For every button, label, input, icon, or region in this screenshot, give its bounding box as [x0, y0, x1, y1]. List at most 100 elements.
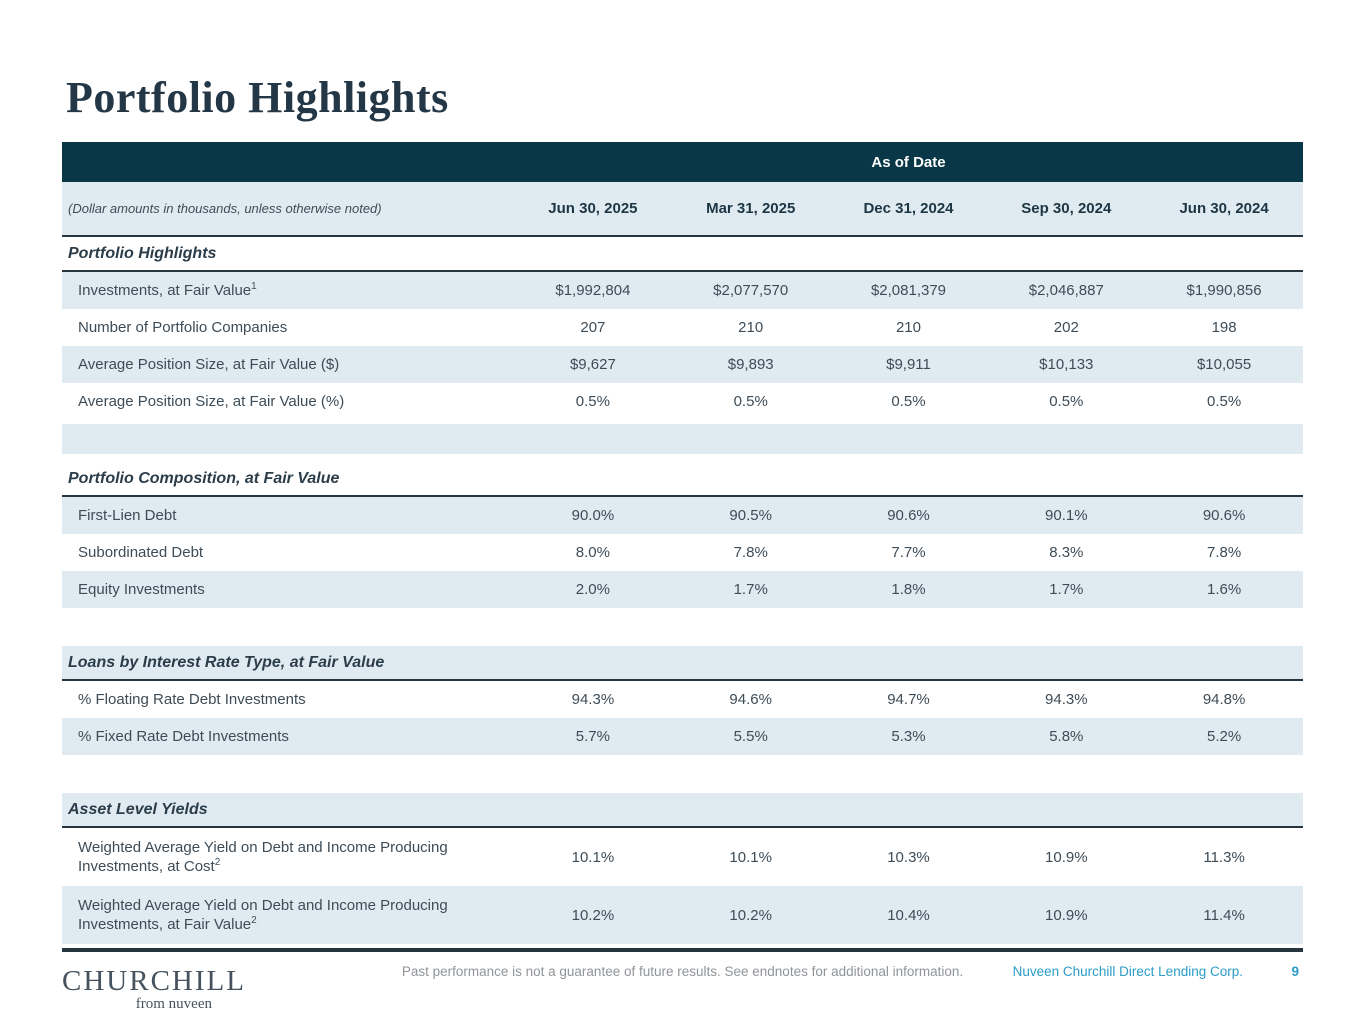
table-row: Investments, at Fair Value1 $1,992,804 $2,…	[62, 272, 1303, 309]
blank-row	[62, 424, 1303, 454]
footnote-marker: 2	[214, 856, 221, 868]
table-row: Subordinated Debt 8.0% 7.8% 7.7% 8.3% 7.8%	[62, 534, 1303, 571]
table-bottom-rule	[62, 948, 1303, 952]
row-label: Equity Investments	[78, 580, 205, 598]
cell-value: 1.6%	[1206, 581, 1242, 598]
cell-value: 7.8%	[733, 544, 768, 561]
cell-value: 0.5%	[733, 393, 768, 410]
section-header: Portfolio Highlights	[62, 237, 1303, 272]
column-header: Jun 30, 2025	[548, 200, 638, 217]
as-of-date-band: As of Date	[62, 142, 1303, 182]
cell-value: 5.8%	[1049, 728, 1084, 745]
table-row: % Fixed Rate Debt Investments 5.7% 5.5% 5.3…	[62, 718, 1303, 755]
footer-disclaimer: Past performance is not a guarantee of f…	[401, 964, 964, 979]
as-of-date-label: As of Date	[871, 153, 946, 171]
cell-value: 210	[738, 319, 764, 336]
cell-value: 94.3%	[571, 691, 615, 708]
cell-value: 5.7%	[575, 728, 610, 745]
cell-value: 1.7%	[733, 581, 768, 598]
cell-value: 90.6%	[887, 507, 930, 524]
section-header: Portfolio Composition, at Fair Value	[62, 462, 1303, 497]
cell-value: 7.7%	[891, 544, 926, 561]
cell-value: $10,055	[1196, 356, 1252, 373]
portfolio-table: As of Date (Dollar amounts in thousands,…	[62, 142, 1303, 952]
row-label: Investments, at Fair Value1	[78, 281, 257, 300]
cell-value: 8.0%	[575, 544, 610, 561]
cell-value: $1,992,804	[555, 282, 631, 299]
table-row: Weighted Average Yield on Debt and Incom…	[62, 828, 1303, 886]
row-label: Number of Portfolio Companies	[78, 318, 288, 336]
cell-value: 10.4%	[887, 906, 930, 924]
column-header: Jun 30, 2024	[1179, 200, 1269, 217]
cell-value: 0.5%	[1206, 393, 1242, 410]
cell-value: 90.1%	[1045, 507, 1088, 524]
table-row: Average Position Size, at Fair Value (%)…	[62, 383, 1303, 420]
column-header: Sep 30, 2024	[1021, 200, 1112, 217]
table-note: (Dollar amounts in thousands, unless oth…	[68, 201, 382, 216]
cell-value: 94.6%	[729, 691, 772, 708]
cell-value: $2,081,379	[870, 282, 947, 299]
cell-value: 10.2%	[571, 906, 615, 924]
table-body: Portfolio Highlights Investments, at Fair…	[62, 237, 1303, 944]
row-label: First-Lien Debt	[78, 506, 177, 524]
row-label: % Fixed Rate Debt Investments	[78, 727, 289, 745]
column-header: Mar 31, 2025	[706, 200, 796, 217]
column-header: Dec 31, 2024	[863, 200, 954, 217]
row-label: % Floating Rate Debt Investments	[78, 690, 306, 708]
table-row: % Floating Rate Debt Investments 94.3% 94.…	[62, 681, 1303, 718]
cell-value: 90.6%	[1202, 507, 1246, 524]
footer-company-name: Nuveen Churchill Direct Lending Corp.	[1012, 964, 1243, 979]
cell-value: 94.8%	[1202, 691, 1246, 708]
cell-value: $2,077,570	[713, 282, 789, 299]
cell-value: 8.3%	[1049, 544, 1084, 561]
footnote-marker: 2	[251, 914, 257, 926]
row-label: Subordinated Debt	[78, 543, 204, 561]
cell-value: 10.1%	[571, 848, 615, 866]
cell-value: 90.0%	[571, 507, 615, 524]
cell-value: 11.4%	[1203, 906, 1245, 924]
section-header: Loans by Interest Rate Type, at Fair Val…	[62, 646, 1303, 681]
row-label: Weighted Average Yield on Debt and Incom…	[78, 838, 448, 875]
section-header: Asset Level Yields	[62, 793, 1303, 828]
cell-value: 0.5%	[1049, 393, 1084, 410]
row-label: Weighted Average Yield on Debt and Incom…	[78, 896, 448, 933]
table-row: Weighted Average Yield on Debt and Incom…	[62, 886, 1303, 944]
cell-value: 2.0%	[575, 581, 610, 598]
cell-value: $9,627	[569, 356, 616, 373]
table-row: Average Position Size, at Fair Value ($)…	[62, 346, 1303, 383]
cell-value: 10.9%	[1045, 906, 1088, 924]
logo-tagline: from nuveen	[135, 995, 212, 1012]
churchill-logo: CHURCHILL from nuveen	[62, 965, 246, 1013]
row-label: Average Position Size, at Fair Value ($)	[78, 355, 340, 373]
table-row: First-Lien Debt 90.0% 90.5% 90.6% 90.1% 90.6%	[62, 497, 1303, 534]
cell-value: $9,911	[886, 356, 931, 373]
cell-value: 198	[1211, 319, 1237, 336]
cell-value: $1,990,856	[1186, 282, 1262, 299]
row-label: Average Position Size, at Fair Value (%)	[78, 392, 345, 410]
cell-value: 207	[580, 319, 606, 336]
cell-value: 202	[1053, 319, 1079, 336]
cell-value: 5.5%	[733, 728, 768, 745]
cell-value: 5.3%	[891, 728, 926, 745]
cell-value: 94.3%	[1045, 691, 1088, 708]
cell-value: $9,893	[727, 356, 774, 373]
footnote-marker: 1	[251, 281, 257, 293]
cell-value: 0.5%	[575, 393, 610, 410]
cell-value: 0.5%	[891, 393, 926, 410]
cell-value: 94.7%	[887, 691, 930, 708]
section-gap	[62, 755, 1303, 793]
cell-value: 10.1%	[729, 848, 772, 866]
table-row: Equity Investments 2.0% 1.7% 1.8% 1.7% 1.6%	[62, 571, 1303, 608]
cell-value: 210	[895, 319, 921, 336]
cell-value: $2,046,887	[1028, 282, 1104, 299]
cell-value: 1.8%	[891, 581, 926, 598]
cell-value: 90.5%	[729, 507, 772, 524]
table-row: Number of Portfolio Companies 207 210 210 20…	[62, 309, 1303, 346]
logo-wordmark: CHURCHILL	[62, 965, 246, 997]
cell-value: $10,133	[1039, 356, 1094, 373]
page-number: 9	[1291, 964, 1299, 979]
cell-value: 1.7%	[1049, 581, 1084, 598]
page-title: Portfolio Highlights	[66, 73, 449, 122]
section-gap	[62, 608, 1303, 646]
